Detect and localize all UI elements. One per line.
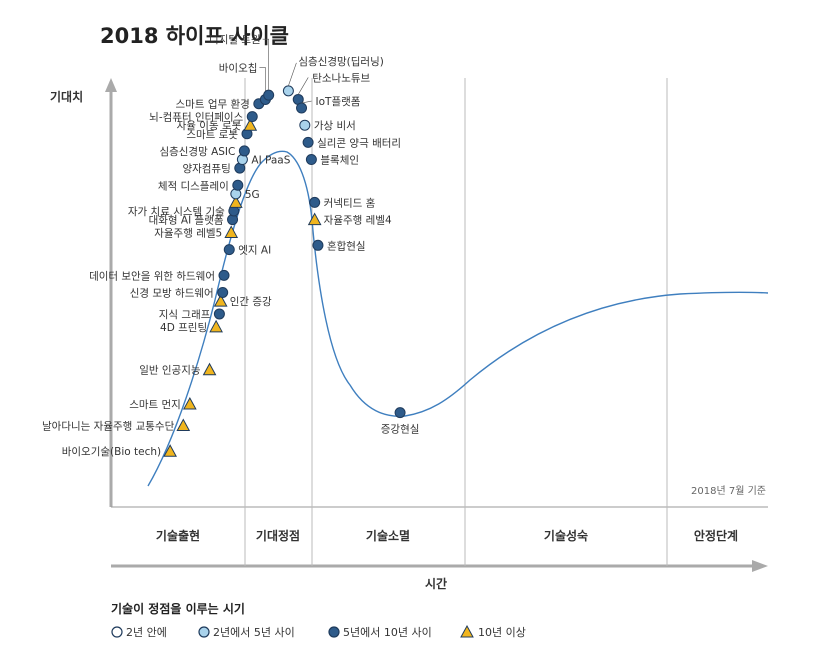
- hype-point-label: 체적 디스플레이: [158, 180, 229, 192]
- leader-line: [262, 38, 269, 91]
- legend-marker-5to10: [328, 626, 340, 638]
- hype-point-marker: [228, 195, 243, 208]
- hype-point-label: 스마트 로봇: [186, 129, 238, 141]
- legend-label-gt10: 10년 이상: [478, 626, 526, 639]
- hype-point-marker: [176, 418, 191, 431]
- phase-label-peak: 기대정점: [256, 528, 300, 543]
- hype-point-label: 양자컴퓨팅: [182, 163, 230, 175]
- hype-point-label: 4D 프린팅: [160, 322, 207, 334]
- hype-point-label: 블록체인: [320, 155, 359, 167]
- legend-marker-lt2: [111, 626, 123, 638]
- chart-title: 2018 하이프 사이클: [100, 24, 289, 48]
- hype-point-marker: [312, 239, 324, 251]
- legend-label-2to5: 2년에서 5년 사이: [213, 626, 295, 639]
- date-note: 2018년 7월 기준: [691, 485, 766, 497]
- phase-label-slope: 기술성숙: [544, 528, 588, 543]
- x-axis-label: 시간: [425, 576, 447, 591]
- hype-point-marker: [223, 244, 235, 256]
- leader-line: [297, 77, 309, 95]
- hype-point-label: 바이오칩: [219, 62, 258, 74]
- hype-point-marker: [305, 154, 317, 166]
- hype-point-label: 바이오기술(Bio tech): [62, 446, 161, 458]
- hype-point-label: 데이터 보안을 위한 하드웨어: [89, 269, 215, 282]
- legend-marker-gt10: [460, 624, 474, 638]
- legend-label-5to10: 5년에서 10년 사이: [343, 626, 432, 639]
- hype-point-marker: [299, 119, 311, 131]
- hype-point-marker: [202, 362, 217, 376]
- leader-line: [288, 62, 297, 86]
- hype-point-label: 커넥티드 홈: [324, 196, 376, 209]
- hype-point-label: 자율 이동 로봇: [177, 120, 242, 132]
- hype-point-marker: [218, 269, 230, 281]
- hype-point-marker: [163, 444, 177, 457]
- hype-point-label: 자율주행 레벨4: [324, 215, 392, 227]
- hype-point-label: 탄소나노튜브: [312, 72, 370, 84]
- hype-point-marker: [263, 89, 275, 101]
- x-axis-arrow: [752, 560, 768, 572]
- hype-point-label: 5G: [245, 189, 260, 201]
- hype-point-marker: [282, 85, 294, 97]
- hype-point-label: 혼합현실: [327, 239, 366, 252]
- hype-point-label: 가상 비서: [314, 120, 356, 132]
- hype-curve: [147, 150, 769, 487]
- hype-point-marker: [302, 136, 314, 148]
- leader-line: [259, 67, 266, 95]
- hype-point-label: 실리콘 양극 배터리: [317, 137, 401, 149]
- hype-point-label: 디지털 트윈: [209, 33, 261, 46]
- hype-point-marker: [309, 196, 321, 208]
- hype-point-label: 지식 그래프: [159, 309, 211, 321]
- hype-point-label: 증강현실: [381, 424, 420, 436]
- leader-line: [301, 100, 312, 104]
- hype-point-label: 신경 모방 하드웨어: [130, 287, 214, 300]
- phase-label-trough: 기술소멸: [366, 528, 410, 543]
- hype-point-label: 심층신경망 ASIC: [159, 145, 235, 158]
- hype-point-marker: [182, 396, 197, 410]
- legend-label-lt2: 2년 안에: [126, 626, 167, 639]
- hype-point-marker: [296, 102, 308, 114]
- hype-point-marker: [238, 145, 250, 157]
- hype-point-label: 날아다니는 자율주행 교통수단: [42, 420, 175, 432]
- hype-point-marker: [213, 308, 225, 320]
- hype-point-marker: [224, 225, 239, 238]
- y-axis-arrow: [105, 78, 117, 92]
- phase-label-emergence: 기술출현: [156, 528, 200, 543]
- hype-point-marker: [217, 287, 229, 298]
- hype-point-marker: [243, 118, 258, 131]
- hype-point-label: 엣지 AI: [238, 245, 271, 257]
- hype-point-marker: [209, 319, 223, 333]
- hype-point-label: 일반 인공지능: [139, 364, 201, 377]
- hype-point-label: 인간 증강: [230, 296, 272, 308]
- hype-point-label: 심층신경망(딥러닝): [298, 55, 383, 68]
- hype-point-label: 대화형 AI 플랫폼: [149, 215, 224, 227]
- hype-point-marker: [394, 407, 406, 419]
- hype-point-label: 스마트 업무 환경: [176, 98, 250, 111]
- y-axis-label: 기대치: [50, 89, 83, 104]
- legend-title: 기술이 정점을 이루는 시기: [111, 601, 245, 616]
- legend-marker-2to5: [198, 626, 210, 638]
- data-points-layer: 바이오기술(Bio tech) 날아다니는 자율주행 교통수단 스마트 먼지 일반 인…: [42, 33, 419, 458]
- phase-label-plateau: 안정단계: [694, 528, 738, 543]
- hype-point-label: 스마트 먼지: [129, 399, 181, 411]
- hype-point-label: 자율주행 레벨5: [154, 227, 222, 239]
- hype-point-label: 뇌-컴퓨터 인터페이스: [149, 112, 243, 124]
- hype-point-marker: [246, 111, 258, 123]
- hype-point-label: AI PaaS: [251, 155, 290, 167]
- hype-point-marker: [232, 179, 244, 191]
- hype-point-label: 자가 치료 시스템 기술: [128, 206, 225, 218]
- hype-point-marker: [307, 212, 322, 226]
- hype-point-marker: [213, 294, 228, 307]
- hype-point-label: IoT플랫폼: [316, 96, 361, 108]
